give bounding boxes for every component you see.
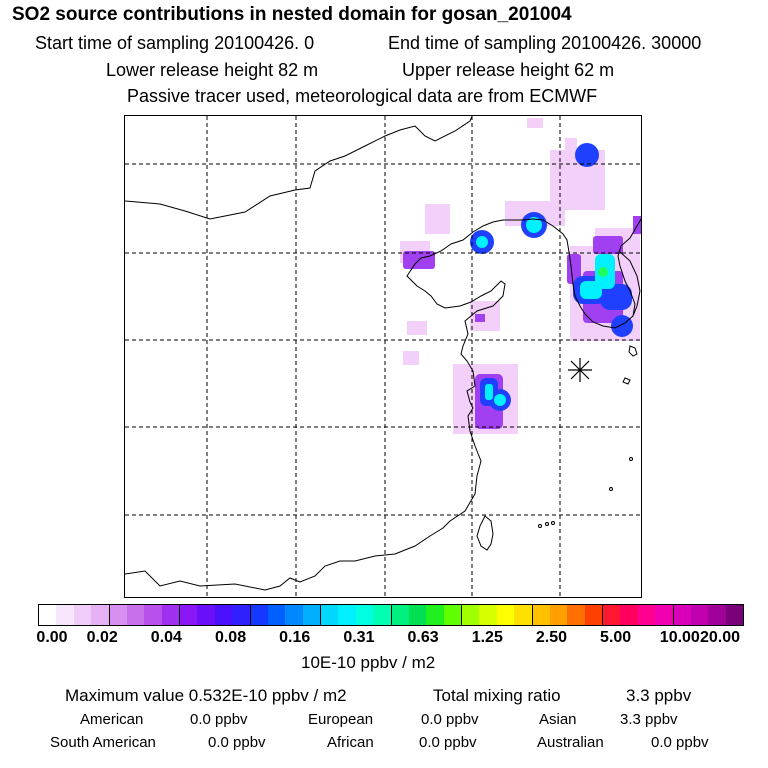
european-label: European <box>308 711 374 728</box>
colorbar-tick-label: 0.04 <box>150 629 182 646</box>
plume-purple-regions <box>403 216 641 429</box>
european-value: 0.0 ppbv <box>421 711 479 728</box>
south-american-label: South American <box>50 734 156 751</box>
colorbar-swatch <box>249 605 268 625</box>
colorbar-swatch <box>320 605 339 625</box>
colorbar-tick-label: 0.02 <box>86 629 118 646</box>
total-mixing-label: Total mixing ratio <box>433 686 561 705</box>
african-label: African <box>327 734 374 751</box>
colorbar-tick-label: 0.08 <box>214 629 247 646</box>
colorbar-swatch <box>408 605 427 625</box>
colorbar-swatch <box>672 605 691 625</box>
colorbar-swatch <box>161 605 179 625</box>
tracer-note: Passive tracer used, meteorological data… <box>127 86 598 106</box>
colorbar-swatch <box>426 605 444 625</box>
colorbar-tick-label: 1.25 <box>471 629 503 646</box>
end-time: End time of sampling 20100426. 30000 <box>388 33 702 53</box>
colorbar-swatch <box>56 605 74 625</box>
australian-label: Australian <box>537 734 604 751</box>
colorbar-swatch <box>637 605 656 625</box>
colorbar-swatch <box>338 605 356 625</box>
map-panel[interactable] <box>124 115 642 598</box>
colorbar-swatch <box>144 605 162 625</box>
plume-green-core <box>598 267 608 277</box>
colorbar-swatch <box>567 605 585 625</box>
colorbar-swatch <box>584 605 602 625</box>
american-label: American <box>80 711 144 728</box>
page-title: SO2 source contributions in nested domai… <box>12 4 572 25</box>
colorbar-tick-label: 20.00 <box>699 629 741 646</box>
colorbar-swatch <box>514 605 532 625</box>
colorbar-swatch <box>179 605 198 625</box>
colorbar-swatch <box>725 605 743 625</box>
australian-value: 0.0 ppbv <box>651 734 709 751</box>
start-time: Start time of sampling 20100426. 0 <box>35 33 315 53</box>
map-canvas <box>125 116 641 597</box>
coastlines <box>125 116 641 591</box>
colorbar-swatch <box>232 605 250 625</box>
receptor-star-marker <box>568 358 592 382</box>
colorbar-tick-label: 0.31 <box>343 629 375 646</box>
colorbar-tick-label: 0.16 <box>279 629 311 646</box>
colorbar-swatch <box>73 605 92 625</box>
colorbar-swatch <box>267 605 286 625</box>
colorbar-swatch <box>91 605 109 625</box>
colorbar-swatch <box>443 605 461 625</box>
colorbar-swatch <box>479 605 497 625</box>
colorbar-swatch <box>461 605 480 625</box>
colorbar-tick-label: 10.00 <box>659 629 700 646</box>
south-american-value: 0.0 ppbv <box>208 734 266 751</box>
colorbar-swatch <box>108 605 127 625</box>
colorbar-tick-label: 0.63 <box>407 629 439 646</box>
colorbar <box>38 604 744 626</box>
colorbar-swatch <box>690 605 709 625</box>
islands <box>538 457 633 528</box>
asian-label: Asian <box>539 711 577 728</box>
american-value: 0.0 ppbv <box>190 711 248 728</box>
upper-release-height: Upper release height 62 m <box>402 60 615 80</box>
lat-lon-grid <box>125 116 641 597</box>
lower-release-height: Lower release height 82 m <box>106 60 319 80</box>
colorbar-tick-label: 5.00 <box>600 629 632 646</box>
colorbar-swatch <box>549 605 568 625</box>
colorbar-swatch <box>496 605 515 625</box>
colorbar-swatch <box>602 605 621 625</box>
colorbar-swatch <box>373 605 391 625</box>
colorbar-swatch <box>531 605 550 625</box>
colorbar-swatch <box>126 605 145 625</box>
colorbar-unit: 10E-10 ppbv / m2 <box>301 653 436 672</box>
colorbar-swatch <box>197 605 215 625</box>
colorbar-swatch <box>390 605 409 625</box>
colorbar-swatch <box>285 605 303 625</box>
african-value: 0.0 ppbv <box>419 734 477 751</box>
asian-value: 3.3 ppbv <box>620 711 678 728</box>
colorbar-swatch <box>302 605 320 625</box>
colorbar-swatch <box>355 605 374 625</box>
colorbar-swatch <box>39 605 57 625</box>
colorbar-swatch <box>620 605 638 625</box>
colorbar-tick-label: 0.00 <box>36 629 68 646</box>
colorbar-swatch <box>214 605 233 625</box>
colorbar-tick-label: 2.50 <box>535 629 568 646</box>
max-value: Maximum value 0.532E-10 ppbv / m2 <box>65 686 347 705</box>
colorbar-swatch <box>655 605 673 625</box>
colorbar-swatch <box>708 605 726 625</box>
total-mixing-value: 3.3 ppbv <box>626 686 692 705</box>
